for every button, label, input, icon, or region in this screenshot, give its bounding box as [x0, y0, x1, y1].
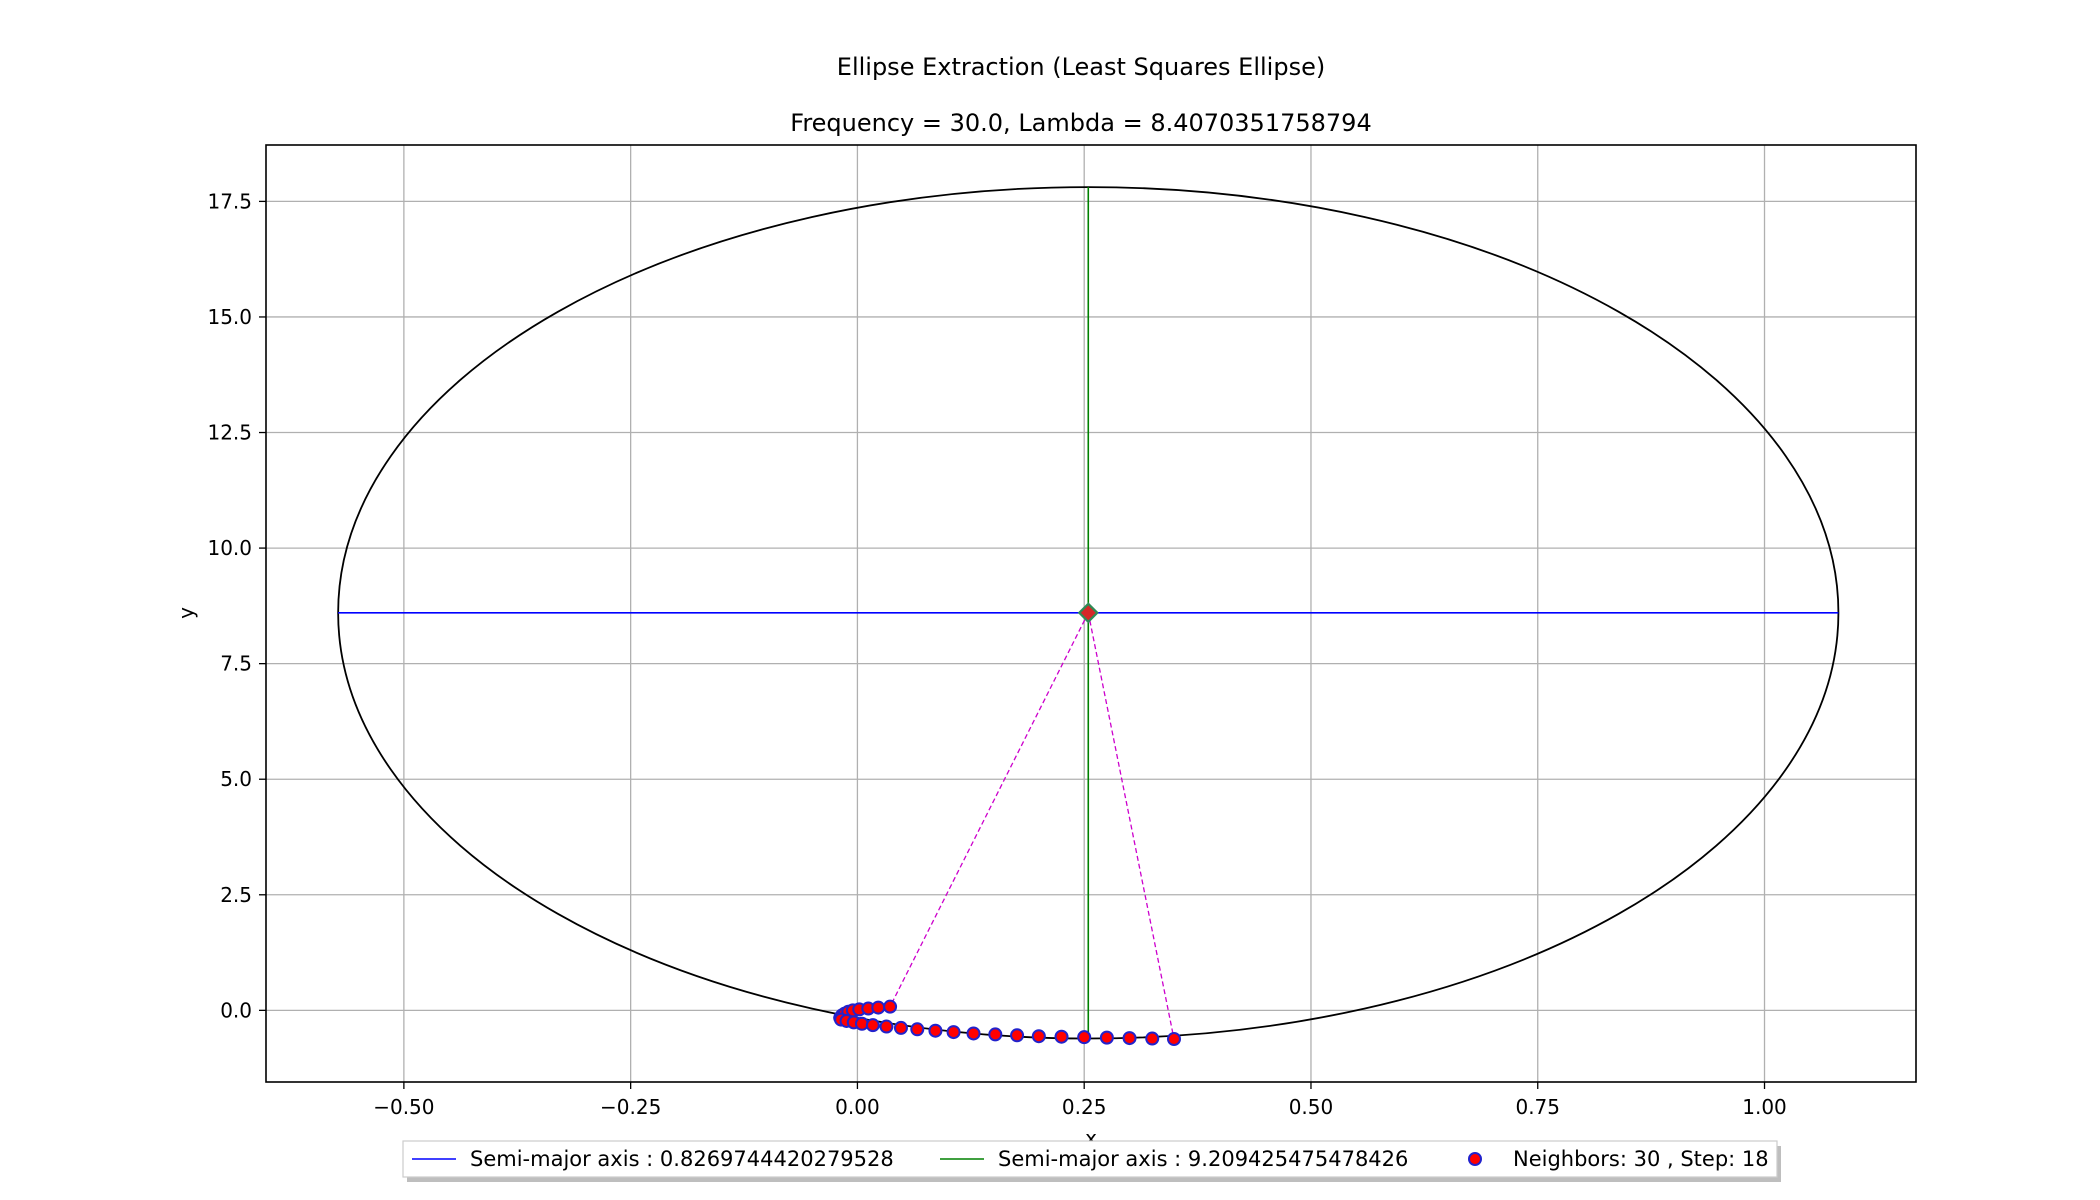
y-tick-label: 2.5 [220, 883, 252, 907]
legend-label-neighbors: Neighbors: 30 , Step: 18 [1513, 1147, 1769, 1171]
neighbor-point [1054, 1029, 1069, 1044]
plot-frame [265, 144, 1917, 1083]
neighbor-point [1077, 1030, 1092, 1045]
neighbor-point [893, 1020, 908, 1035]
x-tick-label: 1.00 [1742, 1095, 1787, 1119]
neighbor-point [1010, 1028, 1025, 1043]
x-tick-label: 0.75 [1515, 1095, 1560, 1119]
neighbor-point [1166, 1032, 1181, 1047]
neighbor-point [928, 1023, 943, 1038]
legend-box [402, 1140, 1778, 1178]
legend-label-semi-axis-x: Semi-major axis : 0.8269744420279528 [470, 1147, 894, 1171]
neighbor-point [1122, 1031, 1137, 1046]
x-tick-label: 0.50 [1289, 1095, 1334, 1119]
center-marker [1077, 602, 1099, 624]
y-tick-label: 15.0 [207, 305, 252, 329]
dashed-connector-line [1087, 612, 1175, 1040]
x-tick-label: 0.00 [835, 1095, 880, 1119]
neighbor-point [910, 1022, 925, 1037]
neighbor-point [1031, 1029, 1046, 1044]
neighbor-point [988, 1027, 1003, 1042]
x-tick-label: −0.25 [600, 1095, 661, 1119]
y-tick-label: 17.5 [207, 189, 252, 213]
legend-label-semi-axis-y: Semi-major axis : 9.209425475478426 [998, 1147, 1408, 1171]
neighbor-point [1099, 1030, 1114, 1045]
neighbor-point [883, 999, 898, 1014]
legend-swatch-neighbor-marker [1468, 1152, 1482, 1166]
y-axis-label: y [174, 607, 198, 619]
y-tick-label: 0.0 [220, 998, 252, 1022]
neighbor-point [966, 1026, 981, 1041]
neighbor-point [879, 1019, 894, 1034]
dashed-connector-line [889, 612, 1089, 1007]
plot-area [337, 186, 1840, 1047]
y-tick-label: 12.5 [207, 421, 252, 445]
y-tick-label: 5.0 [220, 767, 252, 791]
chart-title: Ellipse Extraction (Least Squares Ellips… [837, 53, 1325, 81]
neighbor-point [871, 1000, 886, 1015]
neighbor-point [865, 1018, 880, 1033]
chart-subtitle: Frequency = 30.0, Lambda = 8.40703517587… [790, 109, 1371, 137]
legend: Semi-major axis : 0.8269744420279528 Sem… [402, 1140, 1781, 1182]
y-tick-label: 10.0 [207, 536, 252, 560]
axis-ticks: −0.50 −0.25 0.00 0.25 0.50 0.75 1.00 0.0 2.5 5.0 7… [207, 189, 1786, 1119]
y-tick-label: 7.5 [220, 652, 252, 676]
neighbor-point [1145, 1031, 1160, 1046]
neighbor-point [946, 1025, 961, 1040]
x-tick-label: −0.50 [373, 1095, 434, 1119]
x-tick-label: 0.25 [1062, 1095, 1107, 1119]
